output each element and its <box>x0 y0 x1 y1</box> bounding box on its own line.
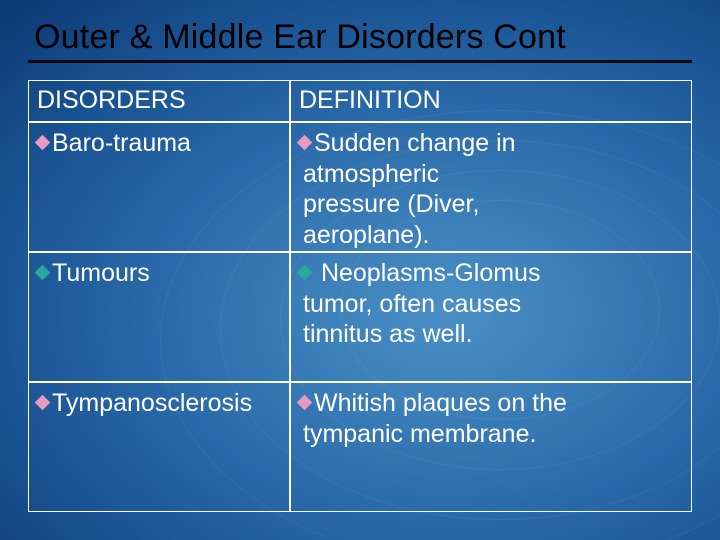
title-underline <box>28 60 692 63</box>
disorder-text: Baro <box>52 129 105 157</box>
definition-text: Sudden <box>314 129 400 157</box>
definition-text: change in <box>400 129 515 157</box>
definition-text: plaques on the <box>396 389 567 417</box>
table-cell-definition: Sudden change in atmospheric pressure (D… <box>290 122 692 252</box>
slide-title: Outer & Middle Ear Disorders Cont <box>34 18 700 57</box>
definition-text: tumor, often causes <box>299 289 683 320</box>
definition-text: atmospheric <box>299 159 683 190</box>
diamond-bullet-icon <box>297 265 313 281</box>
disorder-text: Tumours <box>52 259 150 287</box>
definition-text: aeroplane). <box>299 220 683 251</box>
disorder-text: -trauma <box>105 129 191 157</box>
definition-text: Neoplasms-Glomus <box>314 259 540 287</box>
definition-text: Whitish <box>314 389 396 417</box>
definition-text: tympanic membrane. <box>299 419 683 450</box>
disorders-table: DISORDERS DEFINITION Baro-trauma Sudden … <box>28 80 692 512</box>
col-header-disorders: DISORDERS <box>28 80 290 122</box>
table-cell-definition: Whitish plaques on the tympanic membrane… <box>290 382 692 512</box>
diamond-bullet-icon <box>35 135 51 151</box>
table-cell-disorder: Tumours <box>28 252 290 382</box>
diamond-bullet-icon <box>35 265 51 281</box>
disorder-text: Tympanosclerosis <box>52 389 252 417</box>
diamond-bullet-icon <box>297 135 313 151</box>
table-cell-disorder: Baro-trauma <box>28 122 290 252</box>
definition-text: pressure (Diver, <box>299 189 683 220</box>
diamond-bullet-icon <box>297 395 313 411</box>
col-header-definition: DEFINITION <box>290 80 692 122</box>
definition-text: tinnitus as well. <box>299 319 683 350</box>
table-cell-definition: Neoplasms-Glomus tumor, often causes tin… <box>290 252 692 382</box>
table-cell-disorder: Tympanosclerosis <box>28 382 290 512</box>
diamond-bullet-icon <box>35 395 51 411</box>
